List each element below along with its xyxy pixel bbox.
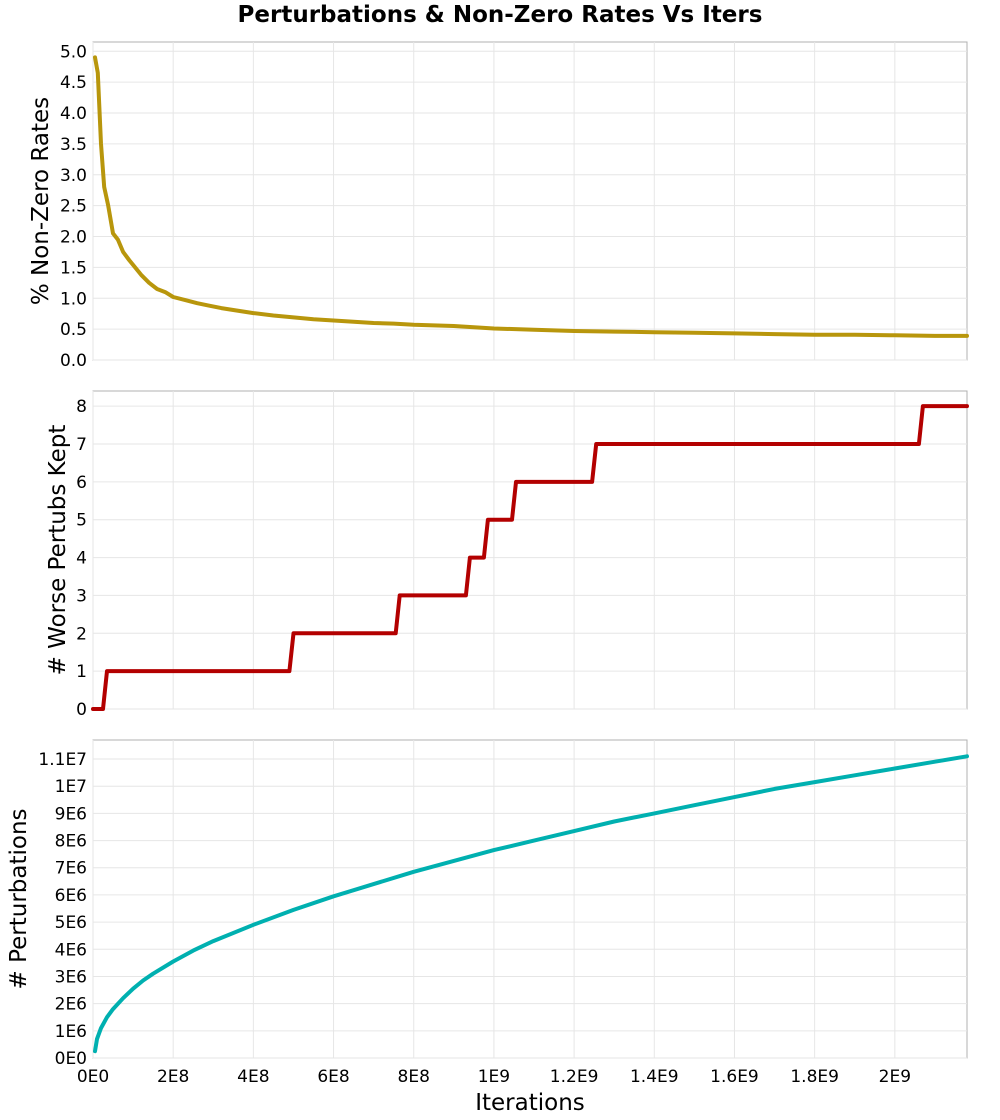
y-tick-label: 4 [76,549,87,569]
series-line-2 [93,754,969,1054]
y-tick-label: 7 [76,435,87,455]
x-tick-label: 1.8E9 [790,1067,839,1087]
y-tick-label: 5.0 [60,42,87,62]
y-axis-label-worse-pertubs: # Worse Pertubs Kept [45,425,71,676]
y-tick-label: 4E6 [55,940,87,960]
y-tick-label: 9E6 [55,804,87,824]
y-tick-label: 1E6 [55,1022,87,1042]
plot-area-perturbations [92,739,968,1059]
y-tick-label: 2.0 [60,228,87,248]
x-tick-label: 2E9 [879,1067,911,1087]
y-tick-label: 2.5 [60,197,87,217]
y-axis-label-nonzero-rates: % Non-Zero Rates [28,97,54,305]
series-line-0 [93,55,969,338]
x-tick-label: 6E8 [317,1067,349,1087]
y-tick-label: 2 [76,624,87,644]
series-lines [91,55,969,1054]
y-tick-label: 3.0 [60,166,87,186]
y-tick-label: 1.1E7 [38,750,87,770]
y-tick-label: 3E6 [55,967,87,987]
x-tick-label: 4E8 [237,1067,269,1087]
x-tick-label: 1.4E9 [630,1067,679,1087]
x-tick-label: 1E9 [478,1067,510,1087]
y-tick-label: 0E0 [55,1049,87,1069]
y-tick-label: 3.5 [60,135,87,155]
x-tick-label: 1.2E9 [550,1067,599,1087]
x-tick-label: 2E8 [157,1067,189,1087]
x-tick-label: 8E8 [398,1067,430,1087]
series-line-1 [91,404,969,711]
y-tick-label: 8 [76,397,87,417]
y-tick-label: 1E7 [55,777,87,797]
y-tick-label: 4.0 [60,104,87,124]
y-tick-label: 5 [76,511,87,531]
plot-area-nonzero-rates [92,41,968,361]
chart-title: Perturbations & Non-Zero Rates Vs Iters [237,2,763,28]
tick-labels: 0.0 0.5 1.0 1.5 2.0 2.5 3.0 3.5 4.0 4.5 5.0 0 1 2 3 4 5 6… [38,42,911,1087]
y-tick-label: 6 [76,473,87,493]
x-tick-label: 0E0 [77,1067,109,1087]
grid-lines [92,42,967,1059]
y-tick-label: 0 [76,700,87,720]
y-tick-label: 0.5 [60,320,87,340]
y-tick-label: 1.5 [60,258,87,278]
y-tick-label: 8E6 [55,832,87,852]
y-tick-label: 1.0 [60,289,87,309]
x-tick-label: 1.6E9 [710,1067,759,1087]
y-tick-label: 2E6 [55,995,87,1015]
y-tick-label: 1 [76,662,87,682]
y-tick-label: 7E6 [55,859,87,879]
y-tick-label: 6E6 [55,886,87,906]
y-tick-label: 3 [76,586,87,606]
plot-area-worse-pertubs [92,390,968,710]
y-axis-label-perturbations: # Perturbations [6,808,32,989]
y-tick-label: 4.5 [60,73,87,93]
x-axis-label: Iterations [475,1090,585,1116]
y-tick-label: 0.0 [60,351,87,371]
y-tick-label: 5E6 [55,913,87,933]
